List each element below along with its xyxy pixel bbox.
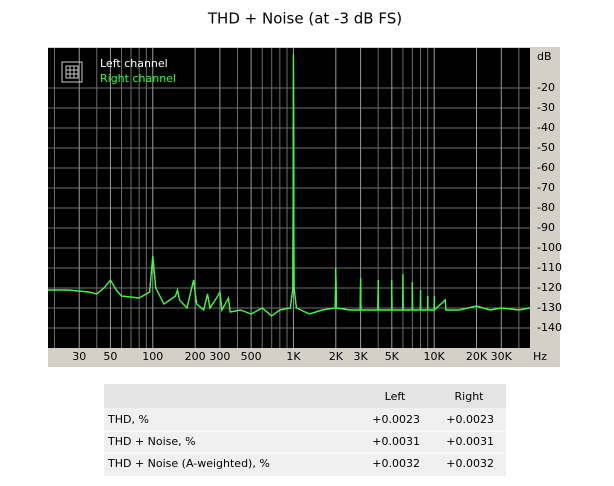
x-tick-label: 30: [72, 350, 86, 363]
legend-icon-grid: [65, 65, 79, 79]
chart-title: THD + Noise (at -3 dB FS): [207, 10, 402, 28]
table-row-label: THD + Noise, %: [107, 435, 196, 448]
x-tick-label: 5K: [385, 350, 400, 363]
x-axis-unit: Hz: [533, 350, 547, 363]
series-line: [48, 53, 531, 317]
x-tick-label: 3K: [353, 350, 368, 363]
y-tick-label: -110: [537, 261, 562, 274]
table-column-header: Left: [385, 390, 406, 403]
y-tick-label: -120: [537, 281, 562, 294]
x-tick-label: 500: [241, 350, 262, 363]
x-tick-label: 200: [185, 350, 206, 363]
y-tick-label: -30: [537, 101, 555, 114]
table-cell: +0.0032: [372, 457, 420, 470]
y-tick-label: -80: [537, 201, 555, 214]
table-header-bg: [104, 384, 506, 408]
grid: [48, 48, 530, 348]
legend-label: Right channel: [100, 72, 176, 85]
table-cell: +0.0032: [446, 457, 494, 470]
plot-area: [48, 48, 530, 348]
y-tick-label: -70: [537, 181, 555, 194]
x-tick-label: 100: [142, 350, 163, 363]
x-tick-label: 10K: [424, 350, 446, 363]
y-axis-unit: dB: [537, 50, 552, 63]
legend-label: Left channel: [100, 57, 168, 70]
table-cell: +0.0031: [372, 435, 420, 448]
table-cell: +0.0023: [372, 413, 420, 426]
y-tick-label: -90: [537, 221, 555, 234]
y-tick-label: -100: [537, 241, 562, 254]
x-tick-label: 50: [103, 350, 117, 363]
y-tick-label: -60: [537, 161, 555, 174]
y-tick-label: -130: [537, 301, 562, 314]
table-row-label: THD, %: [107, 413, 149, 426]
table-cell: +0.0031: [446, 435, 494, 448]
table-row-label: THD + Noise (A-weighted), %: [107, 457, 270, 470]
y-tick-label: -20: [537, 81, 555, 94]
x-tick-label: 1K: [286, 350, 301, 363]
legend-icon: [61, 61, 83, 83]
x-tick-label: 20K: [466, 350, 488, 363]
y-tick-label: -40: [537, 121, 555, 134]
x-tick-label: 30K: [491, 350, 513, 363]
y-tick-label: -140: [537, 321, 562, 334]
legend: [61, 61, 83, 83]
lines: [48, 53, 531, 317]
table: Left Right THD, % +0.0023 +0.0023 THD + Noise…: [104, 390, 506, 470]
y-tick-label: -50: [537, 141, 555, 154]
table-cell: +0.0023: [446, 413, 494, 426]
x-tick-label: 300: [209, 350, 230, 363]
x-tick-label: 2K: [329, 350, 344, 363]
table-column-header: Right: [455, 390, 485, 403]
